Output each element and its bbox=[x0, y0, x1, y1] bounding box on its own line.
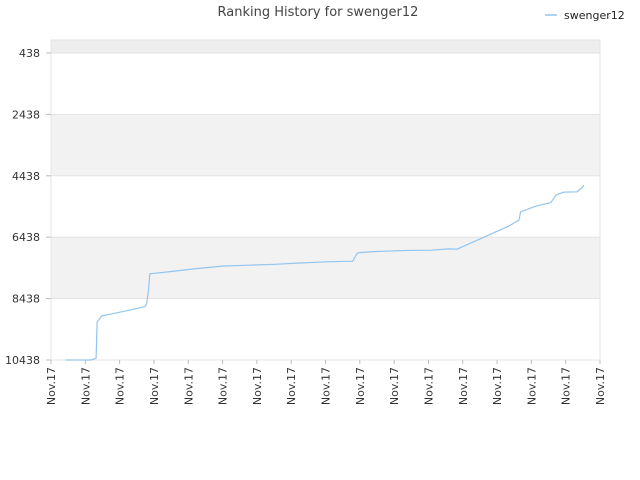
x-tick-label: Nov.17 bbox=[422, 367, 435, 405]
x-tick-label: Nov.17 bbox=[320, 367, 333, 405]
plot-band-top bbox=[51, 40, 600, 53]
x-tick-label: Nov.17 bbox=[79, 367, 92, 405]
plot-bands bbox=[51, 40, 600, 360]
plot-band bbox=[51, 53, 600, 115]
x-tick-label: Nov.17 bbox=[148, 367, 161, 405]
x-tick-label: Nov.17 bbox=[354, 367, 367, 405]
x-tick-label: Nov.17 bbox=[182, 367, 195, 405]
chart-title: Ranking History for swenger12 bbox=[218, 5, 419, 20]
y-tick-label: 2438 bbox=[12, 108, 40, 121]
x-tick-label: Nov.17 bbox=[388, 367, 401, 405]
x-tick-label: Nov.17 bbox=[45, 367, 58, 405]
plot-band bbox=[51, 298, 600, 360]
x-tick-label: Nov.17 bbox=[285, 367, 298, 405]
plot-band bbox=[51, 237, 600, 299]
x-tick-label: Nov.17 bbox=[594, 367, 607, 405]
y-tick-label: 438 bbox=[19, 47, 40, 60]
x-tick-label: Nov.17 bbox=[114, 367, 127, 405]
x-tick-label: Nov.17 bbox=[217, 367, 230, 405]
x-tick-label: Nov.17 bbox=[457, 367, 470, 405]
y-tick-label: 6438 bbox=[12, 231, 40, 244]
legend-label: swenger12 bbox=[564, 9, 625, 22]
x-tick-label: Nov.17 bbox=[251, 367, 264, 405]
series-line-swenger12 bbox=[65, 184, 585, 361]
x-axis: Nov.17 Nov.17 Nov.17 Nov.17 Nov.17 Nov.17 Nov.… bbox=[45, 360, 607, 405]
x-tick-label: Nov.17 bbox=[560, 367, 573, 405]
x-tick-label: Nov.17 bbox=[491, 367, 504, 405]
legend[interactable]: swenger12 bbox=[545, 9, 625, 22]
y-tick-label: 4438 bbox=[12, 170, 40, 183]
x-tick-label: Nov.17 bbox=[525, 367, 538, 405]
y-tick-label: 10438 bbox=[5, 354, 40, 367]
y-tick-label: 8438 bbox=[12, 293, 40, 306]
y-axis: 438 2438 4438 6438 8438 10438 bbox=[5, 47, 51, 367]
plot-band bbox=[51, 114, 600, 176]
plot-band bbox=[51, 175, 600, 238]
